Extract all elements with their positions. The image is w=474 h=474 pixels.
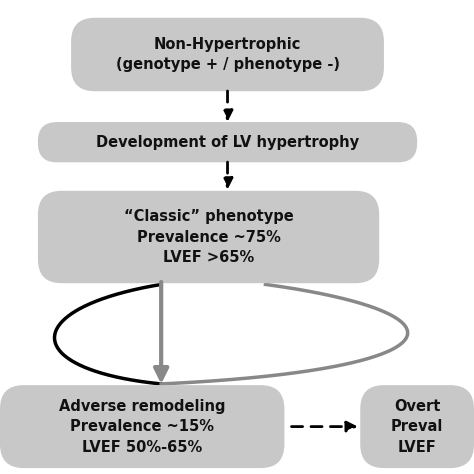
Text: Overt
Preval
LVEF: Overt Preval LVEF [391,399,443,455]
FancyBboxPatch shape [38,122,417,163]
FancyBboxPatch shape [360,385,474,468]
Text: Development of LV hypertrophy: Development of LV hypertrophy [96,135,359,150]
FancyBboxPatch shape [38,191,379,283]
Text: “Classic” phenotype
Prevalence ~75%
LVEF >65%: “Classic” phenotype Prevalence ~75% LVEF… [124,209,293,265]
Text: Adverse remodeling
Prevalence ~15%
LVEF 50%-65%: Adverse remodeling Prevalence ~15% LVEF … [59,399,226,455]
Text: Non-Hypertrophic
(genotype + / phenotype -): Non-Hypertrophic (genotype + / phenotype… [116,37,339,72]
FancyBboxPatch shape [71,18,384,91]
FancyBboxPatch shape [0,385,284,468]
